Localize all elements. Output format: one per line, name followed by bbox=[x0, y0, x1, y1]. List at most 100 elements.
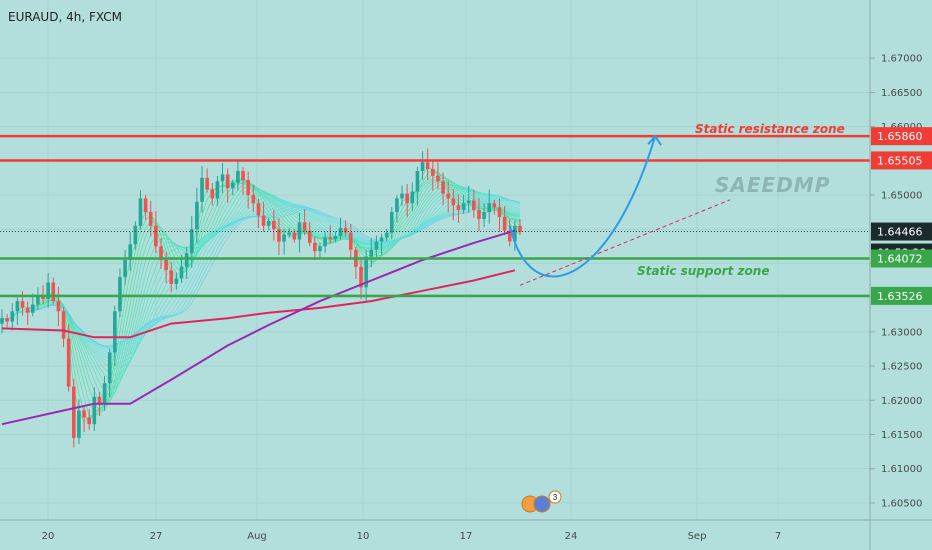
candle bbox=[164, 251, 168, 284]
price-tick-label: 1.63000 bbox=[881, 327, 922, 338]
dashed-trend-line[interactable] bbox=[519, 199, 731, 286]
event-flag-icon bbox=[533, 495, 551, 513]
candle bbox=[169, 261, 174, 293]
candle bbox=[41, 285, 45, 304]
price-tick-label: 1.62000 bbox=[881, 396, 922, 407]
candle bbox=[287, 227, 292, 238]
candle bbox=[513, 220, 517, 251]
candle bbox=[123, 249, 127, 285]
candle bbox=[482, 203, 486, 228]
candle bbox=[272, 209, 276, 241]
candle bbox=[241, 167, 245, 195]
price-label: 1.63526 bbox=[871, 286, 932, 305]
candle bbox=[113, 305, 117, 366]
symbol-header[interactable]: EURAUD, 4h, FXCM bbox=[8, 10, 122, 24]
candle bbox=[128, 232, 133, 271]
ribbon-line bbox=[1, 188, 521, 376]
candle bbox=[410, 182, 415, 212]
price-label: 1.64072 bbox=[871, 249, 932, 268]
candle bbox=[497, 198, 502, 232]
candle bbox=[92, 387, 97, 432]
ribbon-line bbox=[1, 199, 521, 347]
candle bbox=[159, 238, 163, 269]
candles bbox=[0, 148, 522, 448]
candle bbox=[318, 242, 322, 259]
price-tick-label: 1.61000 bbox=[881, 464, 922, 475]
candle bbox=[46, 272, 50, 308]
candle bbox=[338, 217, 343, 240]
candle bbox=[174, 272, 179, 290]
horizontal-levels[interactable] bbox=[0, 134, 870, 298]
candle bbox=[56, 286, 61, 326]
event-count-circle bbox=[548, 490, 562, 504]
price-tick-label: 1.60500 bbox=[881, 498, 922, 509]
projection-arrow[interactable] bbox=[509, 135, 657, 278]
candle bbox=[420, 151, 425, 180]
candle bbox=[118, 268, 122, 317]
candle bbox=[102, 376, 107, 411]
events-badge[interactable]: 3 bbox=[521, 490, 562, 513]
candle bbox=[492, 199, 497, 215]
candle bbox=[348, 224, 353, 258]
candle bbox=[297, 213, 302, 253]
time-tick-label: 7 bbox=[775, 531, 781, 542]
price-tick-label: 1.66500 bbox=[881, 88, 922, 99]
candle bbox=[148, 200, 153, 237]
candle bbox=[431, 160, 435, 191]
candle bbox=[66, 324, 71, 392]
candle bbox=[30, 293, 35, 317]
candle bbox=[72, 378, 76, 448]
candle bbox=[307, 221, 312, 247]
candle bbox=[441, 172, 445, 206]
candle bbox=[384, 228, 389, 242]
candle bbox=[502, 206, 507, 236]
candle bbox=[282, 229, 286, 255]
candle bbox=[184, 247, 189, 280]
time-tick-label: 10 bbox=[357, 531, 370, 542]
candle bbox=[220, 163, 225, 194]
candle bbox=[466, 185, 471, 213]
candle bbox=[82, 405, 86, 433]
candle bbox=[154, 211, 158, 254]
drawings[interactable] bbox=[509, 134, 731, 286]
candle bbox=[107, 348, 112, 398]
candle bbox=[210, 182, 215, 206]
candle bbox=[395, 195, 399, 223]
candle bbox=[277, 218, 281, 255]
time-tick-label: 17 bbox=[460, 531, 473, 542]
candle bbox=[477, 198, 481, 232]
support-zone-label: Static support zone bbox=[637, 264, 769, 278]
watermark-text: SAEEDMP bbox=[715, 173, 830, 197]
svg-text:1.64466: 1.64466 bbox=[877, 226, 923, 239]
ma-pink-line bbox=[1, 269, 516, 339]
candle bbox=[369, 238, 374, 268]
price-tick-label: 1.67000 bbox=[881, 54, 922, 65]
candle bbox=[133, 221, 138, 250]
candle bbox=[225, 168, 230, 203]
candle bbox=[400, 185, 404, 206]
candle bbox=[236, 161, 240, 191]
svg-text:1.65505: 1.65505 bbox=[877, 154, 923, 167]
candle bbox=[138, 190, 143, 230]
candle bbox=[246, 171, 250, 209]
ribbon-line bbox=[1, 177, 521, 412]
price-tick-label: 1.62500 bbox=[881, 362, 922, 373]
candle bbox=[205, 168, 209, 193]
candle bbox=[143, 195, 148, 220]
svg-text:1.65860: 1.65860 bbox=[877, 130, 923, 143]
candle bbox=[487, 189, 492, 224]
candle bbox=[389, 207, 394, 240]
ribbon-line bbox=[1, 192, 521, 357]
candle bbox=[10, 303, 15, 331]
time-axis[interactable]: 20 27 Aug 10 17 24 Sep 7 bbox=[42, 531, 782, 542]
candle bbox=[415, 166, 420, 206]
candle bbox=[261, 201, 266, 232]
candle bbox=[359, 258, 363, 300]
price-label: 1.64466 bbox=[871, 222, 932, 241]
candle bbox=[461, 195, 466, 214]
candle bbox=[36, 287, 40, 311]
candle bbox=[25, 301, 30, 326]
candle bbox=[472, 189, 476, 218]
